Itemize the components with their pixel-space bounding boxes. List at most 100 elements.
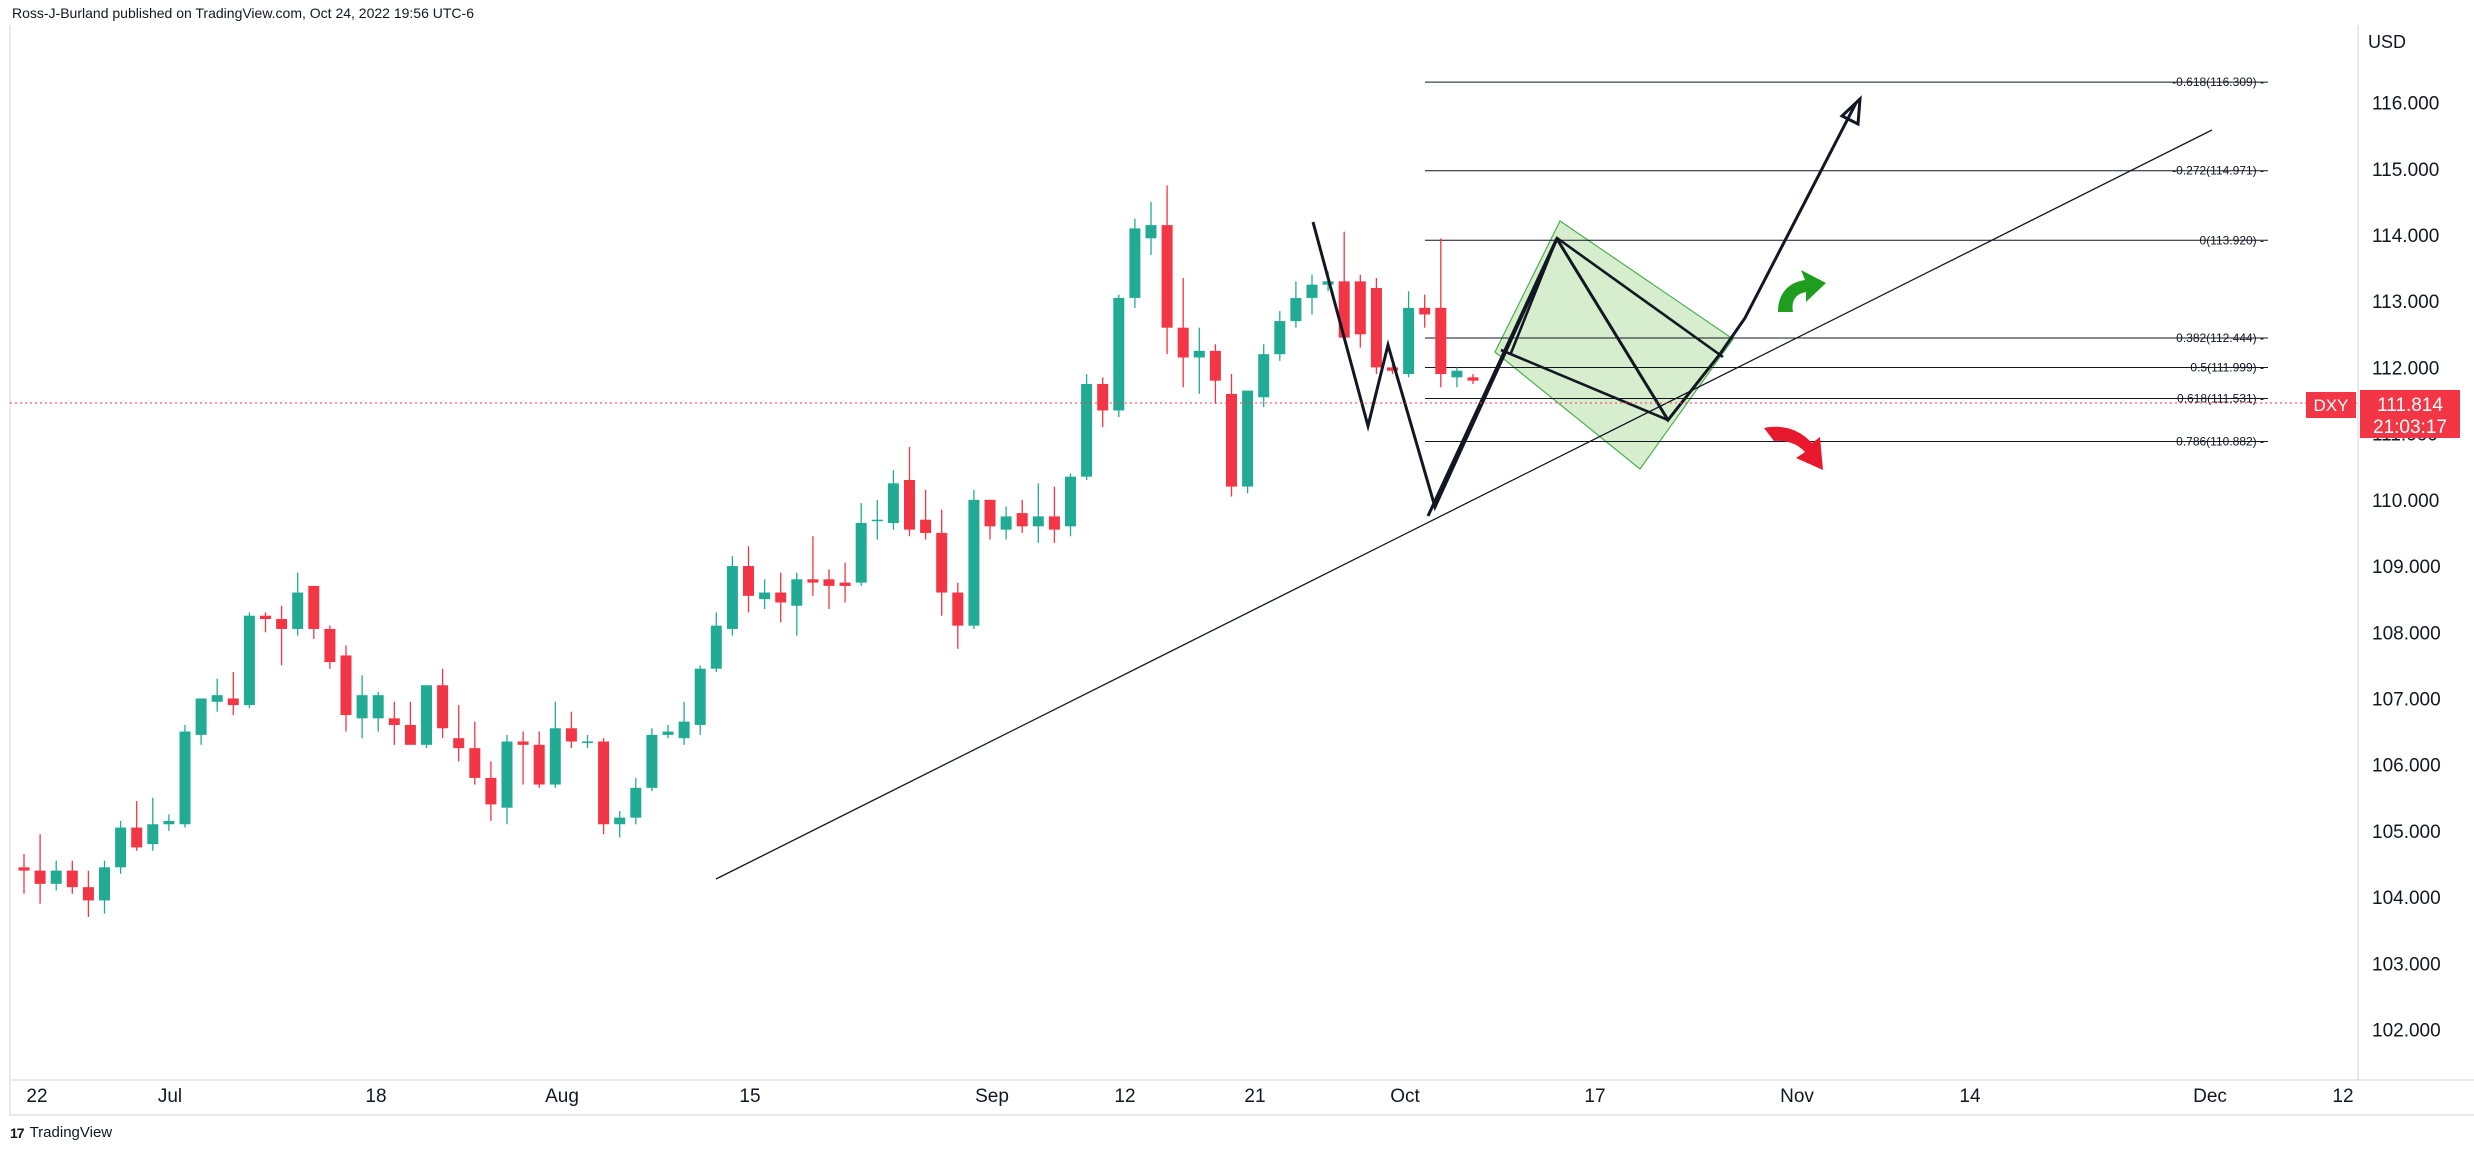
candle [743,546,754,613]
candle-body [855,523,867,583]
candle [952,582,964,649]
candle-body [1387,367,1398,371]
candle-body [1258,354,1270,398]
candle [582,734,593,749]
candle-body [1065,476,1076,527]
candle [904,446,915,537]
price-tick-label: 113.000 [2372,292,2439,313]
bullish-arrow-icon [1778,270,1826,312]
candle-body [356,695,368,719]
candle [1226,374,1237,497]
candle-body [598,741,610,825]
tradingview-logo-icon: 17 [10,1124,25,1141]
candle [1161,185,1173,355]
candle [1403,291,1415,378]
symbol-label-box [2306,392,2356,418]
candle [936,509,948,616]
candle-body [1290,297,1302,322]
candle [469,721,481,785]
candle-body [1403,307,1415,375]
price-tick-label: 103.000 [2372,954,2441,975]
candle [115,820,127,874]
candle-body [871,519,883,522]
candle-body [18,867,30,871]
time-tick-label: Aug [545,1086,579,1107]
time-axis[interactable]: 22 Jul 18 Aug 15 Sep 12 21 Oct 17 Nov 14 Dec 12 [26,1086,2353,1107]
candle [1451,367,1463,388]
candle-body [115,827,127,868]
candle [968,489,980,629]
candle [276,605,288,666]
candle-body [517,741,529,745]
candle-body [99,867,110,901]
candle [839,562,851,603]
candle [1306,274,1318,315]
candle-body [1097,383,1109,411]
candle [485,761,497,821]
candle-body [388,718,400,725]
candlestick-series [18,185,1479,917]
price-tick-label: 104.000 [2372,888,2441,909]
candle [1129,218,1141,308]
candle-body [324,628,336,663]
time-tick-label: 14 [1959,1086,1981,1107]
candle-body [646,734,658,788]
candle [871,499,883,540]
candle-body [984,499,996,527]
candle-body [1209,350,1221,381]
candle-body [807,579,819,583]
candle-body [952,592,964,626]
fib-level-label: 0(113.920) - [2200,233,2264,247]
candle-body [726,566,738,629]
candle [1081,374,1093,480]
candle [34,834,46,904]
candle-body [694,668,706,725]
price-tick-label: 106.000 [2372,756,2441,777]
candle-body [582,741,593,744]
price-tick-label: 109.000 [2372,557,2441,578]
candle-body [678,721,690,739]
projection-arrow-head [1839,95,1862,127]
time-tick-label: 17 [1584,1086,1605,1107]
candle-body [163,820,175,825]
candle [694,665,706,735]
candle-body [791,579,803,606]
candle-body [1467,377,1479,381]
candle-body [34,870,46,884]
tradingview-footer[interactable]: 17 TradingView [10,1124,112,1141]
candle-body [1048,516,1060,530]
price-tick-label: 116.000 [2372,94,2439,115]
candle [324,625,336,669]
candle [920,489,932,540]
candle [260,612,271,633]
candle-body [1451,370,1463,378]
price-tick-label: 114.000 [2372,226,2439,247]
time-tick-label: Nov [1780,1086,1814,1107]
currency-label: USD [2368,32,2407,52]
candle [565,711,577,749]
candle [598,738,610,835]
candle-body [710,625,722,669]
candle [646,728,658,792]
candle [292,572,304,636]
fib-level-label: 0.5(111.999) - [2190,360,2264,374]
price-tick-label: 105.000 [2372,822,2441,843]
time-tick-label: Sep [975,1086,1009,1107]
candle [1354,274,1366,348]
fib-level-label: 0.618(111.531) - [2177,391,2264,405]
candle-body [1354,281,1366,335]
candle-body [501,741,513,808]
candle-body [823,579,835,586]
candle-body [66,870,78,888]
candle [678,701,690,745]
candle [614,811,626,838]
candle-body [1435,307,1447,375]
price-tick-label: 107.000 [2372,689,2441,710]
fib-level-label: 0.382(112.444) - [2176,331,2264,345]
candle [1048,486,1060,543]
price-axis[interactable]: 102.000 103.000 104.000 105.000 106.000 107.0… [2372,94,2441,1042]
candle-body [276,619,288,629]
candle [1242,390,1254,494]
candle-body [1338,281,1350,338]
